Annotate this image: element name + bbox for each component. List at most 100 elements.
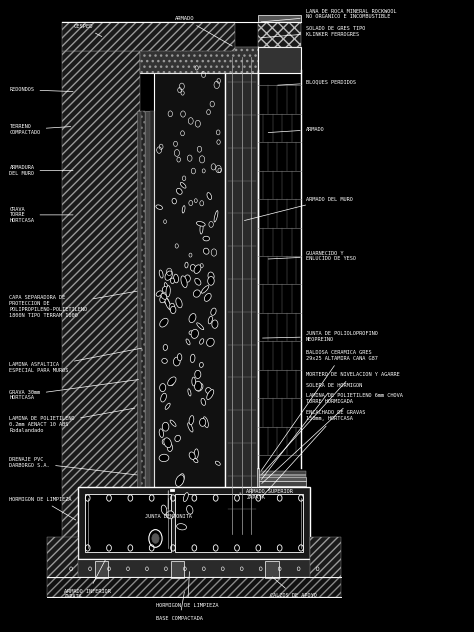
Text: JUNTA BENTONITA: JUNTA BENTONITA [145,490,191,520]
Ellipse shape [176,188,182,194]
Text: TERRENO
COMPACTADO: TERRENO COMPACTADO [9,124,71,135]
Ellipse shape [185,275,191,282]
Ellipse shape [175,475,184,487]
Ellipse shape [188,423,193,432]
Ellipse shape [201,286,209,293]
Bar [225,51,258,540]
Text: LAMINA DE POLIETILENO 6mm CHOVA
TORRE HORMIGADA: LAMINA DE POLIETILENO 6mm CHOVA TORRE HO… [262,392,402,483]
Text: MORTERO DE NIVELACION Y AGARRE: MORTERO DE NIVELACION Y AGARRE [262,372,400,475]
Ellipse shape [200,418,206,427]
Bar [258,481,306,486]
Bar [258,490,306,506]
Ellipse shape [200,362,203,367]
Bar [85,494,171,552]
Text: BALDOSA CERAMICA GRES
29x25 ALTAMIRA CANA G87: BALDOSA CERAMICA GRES 29x25 ALTAMIRA CAN… [261,349,378,470]
Ellipse shape [191,329,199,338]
Bar [47,577,341,597]
Text: ARMADO: ARMADO [175,16,232,46]
Ellipse shape [166,286,170,297]
Bar [258,486,306,490]
Text: GRAVA
TORRE
HORTCASA: GRAVA TORRE HORTCASA [9,207,73,223]
Ellipse shape [207,389,214,399]
Text: BLOQUES PERDIDOS: BLOQUES PERDIDOS [278,80,356,85]
Text: ARMADURA
DEL MURO: ARMADURA DEL MURO [9,165,73,176]
Ellipse shape [168,377,176,386]
Bar [175,494,303,552]
Bar [137,111,141,540]
Ellipse shape [214,210,218,222]
Bar [47,537,78,578]
Text: SOLERA DE HORMIGON: SOLERA DE HORMIGON [262,383,362,480]
Text: JUNTA DE POLIOLOPROFINO
NEOPREINO: JUNTA DE POLIOLOPROFINO NEOPREINO [263,331,378,342]
Text: CAPA SEPARADORA DE
PROTECCION DE
POLIPROPILENO-POLIETILENO
1800N TIPO TERRAM 100: CAPA SEPARADORA DE PROTECCION DE POLIPRO… [9,291,137,318]
Ellipse shape [194,449,198,459]
Ellipse shape [163,344,167,350]
Ellipse shape [195,370,201,379]
Ellipse shape [156,291,162,296]
Bar [95,561,108,578]
Text: ARMADO SUPERIOR
ZAPATA: ARMADO SUPERIOR ZAPATA [240,489,293,500]
Ellipse shape [189,313,196,322]
Ellipse shape [171,278,174,284]
Ellipse shape [160,319,168,327]
Bar [257,468,259,506]
Bar [78,487,310,559]
Ellipse shape [164,283,169,294]
Ellipse shape [161,393,166,402]
Ellipse shape [159,270,163,278]
Ellipse shape [183,492,188,502]
Ellipse shape [204,293,211,301]
Ellipse shape [191,265,196,271]
Bar [258,22,301,47]
Bar [140,47,258,73]
Ellipse shape [165,271,173,281]
Ellipse shape [211,308,216,315]
Ellipse shape [196,221,205,226]
Ellipse shape [161,293,167,300]
Text: HORMIGON DE LIMPIEZA: HORMIGON DE LIMPIEZA [9,497,76,520]
Ellipse shape [165,403,170,410]
Ellipse shape [185,262,188,268]
Text: HORMIGON DE LIMPIEZA: HORMIGON DE LIMPIEZA [156,571,219,608]
Text: REDONDOS: REDONDOS [9,87,73,92]
Bar [258,47,301,73]
Ellipse shape [173,274,179,283]
Text: LAMINA DE POLIETILENO
0.2mm AENACT 10 ABS
Rodalandado: LAMINA DE POLIETILENO 0.2mm AENACT 10 AB… [9,408,135,433]
Ellipse shape [207,193,211,200]
Ellipse shape [164,298,171,310]
Ellipse shape [159,454,169,461]
Ellipse shape [176,298,182,308]
Text: BASE COMPACTADA: BASE COMPACTADA [156,592,203,621]
Text: ARMADO: ARMADO [268,127,325,133]
Ellipse shape [181,276,187,288]
Ellipse shape [207,338,214,346]
Ellipse shape [177,354,182,361]
Ellipse shape [182,205,185,213]
Ellipse shape [203,416,209,427]
Ellipse shape [189,452,195,459]
Ellipse shape [189,331,193,335]
Ellipse shape [169,303,174,311]
Ellipse shape [177,524,187,530]
Ellipse shape [194,265,201,274]
Ellipse shape [173,357,180,366]
Bar [258,477,306,481]
Bar [140,47,258,73]
Ellipse shape [208,272,214,280]
Ellipse shape [170,420,176,427]
Ellipse shape [172,198,176,204]
Circle shape [152,533,159,544]
Ellipse shape [196,384,203,391]
Ellipse shape [175,435,181,442]
Ellipse shape [162,358,167,363]
Ellipse shape [186,339,190,345]
Ellipse shape [193,290,201,297]
Text: SOLADO DE GRES TIPO
KLINKER FERROGRES: SOLADO DE GRES TIPO KLINKER FERROGRES [261,26,365,38]
Ellipse shape [163,286,168,293]
Ellipse shape [170,380,173,386]
Ellipse shape [187,506,193,514]
Text: LAMINA ASFALTICA
ESPECIAL PARA MUROS: LAMINA ASFALTICA ESPECIAL PARA MUROS [9,348,142,374]
Bar [145,111,150,540]
Bar [265,561,279,578]
Ellipse shape [195,278,201,285]
